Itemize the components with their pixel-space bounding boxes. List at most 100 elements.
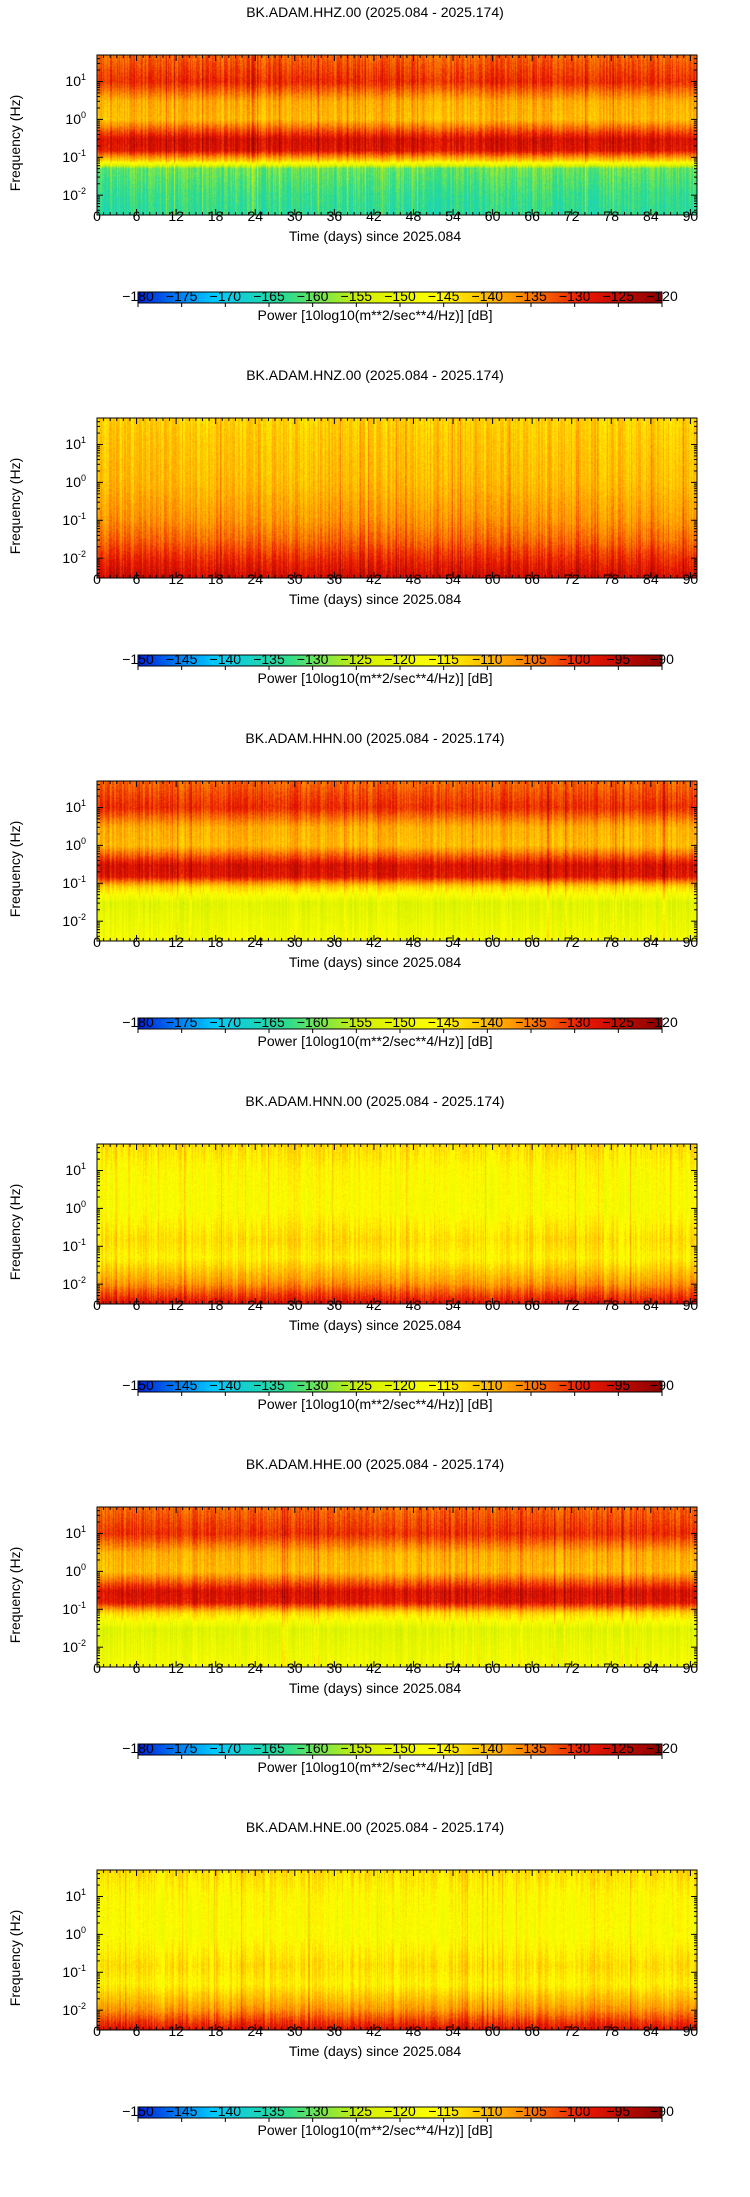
spectrogram-svg <box>96 417 698 670</box>
x-tick-label: 90 <box>682 208 699 224</box>
colorbar-tick-label: −140 <box>209 651 242 667</box>
y-tick-base: 10 <box>62 2002 78 2019</box>
colorbar-tick-label: −145 <box>165 1377 198 1393</box>
y-tick-base: 10 <box>65 73 81 90</box>
x-tick-label: 90 <box>682 571 699 587</box>
x-tick-label: 12 <box>168 1297 184 1313</box>
colorbar-tick-label: −175 <box>165 1014 198 1030</box>
y-tick-exponent: 0 <box>80 1199 86 1210</box>
x-tick-label: 78 <box>603 1297 620 1313</box>
chart-title: BK.ADAM.HHN.00 (2025.084 - 2025.174) <box>245 730 505 746</box>
y-tick-exponent: 1 <box>80 435 86 446</box>
colorbar-tick-label: −145 <box>427 288 460 304</box>
x-tick-label: 72 <box>563 208 580 224</box>
y-tick-base: 10 <box>62 1276 78 1293</box>
y-tick-base: 10 <box>65 436 81 453</box>
plot-frame <box>96 780 698 942</box>
x-tick-label: 78 <box>603 2023 620 2039</box>
colorbar-tick-label: −125 <box>340 651 373 667</box>
spectrogram-svg <box>96 1143 698 1396</box>
x-tick-label: 12 <box>168 208 184 224</box>
y-tick-exponent: -2 <box>77 186 86 197</box>
x-axis-label: Time (days) since 2025.084 <box>288 228 462 244</box>
colorbar-tick-label: −125 <box>340 1377 373 1393</box>
colorbar-label: Power [10log10(m**2/sec**4/Hz)] [dB] <box>257 670 493 686</box>
y-tick-label: 101 <box>20 72 86 90</box>
y-tick-label: 10-2 <box>20 186 86 203</box>
x-axis-label: Time (days) since 2025.084 <box>288 1317 462 1333</box>
y-tick-label: 10-2 <box>20 2002 86 2019</box>
x-tick-label: 24 <box>247 2023 264 2039</box>
x-tick-label: 30 <box>287 1297 303 1313</box>
y-tick-label: 10-2 <box>20 913 86 929</box>
x-tick-label: 60 <box>484 2023 501 2039</box>
colorbar-tick-label: −180 <box>122 1014 154 1030</box>
x-tick-label: 48 <box>405 208 422 224</box>
spectrogram-panel: −150 −145 −140 −135 −130 −125 −120 −115 −110 −105… <box>0 1815 750 2170</box>
x-tick-label: 48 <box>405 934 422 950</box>
y-tick-exponent: 1 <box>80 72 86 83</box>
y-tick-label: 10-2 <box>20 1276 86 1293</box>
x-tick-label: 60 <box>484 1297 501 1313</box>
y-tick-base: 10 <box>62 550 78 567</box>
y-tick-label: 101 <box>20 435 86 453</box>
x-tick-label: 6 <box>132 208 141 224</box>
y-tick-base: 10 <box>62 1238 78 1255</box>
plot-frame <box>96 54 698 216</box>
x-tick-label: 54 <box>445 1660 461 1676</box>
colorbar-tick-label: −135 <box>253 2103 285 2119</box>
x-tick-label: 54 <box>445 934 461 950</box>
y-tick-label: 101 <box>20 799 86 815</box>
x-tick-label: 18 <box>207 1297 224 1313</box>
colorbar-tick-label: −125 <box>602 288 635 304</box>
colorbar-tick-label: −130 <box>558 1740 591 1756</box>
spectrogram-panel: −180 −175 −170 −165 −160 −155 −150 −145 −140 −135… <box>0 1452 750 1807</box>
colorbar-tick-label: −145 <box>165 2103 198 2119</box>
colorbar-tick-label: −100 <box>558 651 591 667</box>
colorbar-tick-label: −140 <box>471 1740 504 1756</box>
colorbar-tick-label: −90 <box>650 2103 674 2119</box>
x-tick-label: 12 <box>168 2023 184 2039</box>
y-tick-base: 10 <box>62 1964 78 1981</box>
colorbar-tick-label: −115 <box>428 651 459 667</box>
x-tick-label: 48 <box>405 1297 422 1313</box>
x-tick-label: 78 <box>603 1660 620 1676</box>
y-tick-label: 100 <box>20 1926 86 1942</box>
y-tick-label: 100 <box>20 474 86 490</box>
y-tick-label: 10-1 <box>20 1964 86 1981</box>
colorbar-tick-label: −115 <box>428 1377 459 1393</box>
y-tick-base: 10 <box>65 837 81 854</box>
x-tick-label: 36 <box>326 571 343 587</box>
x-axis-label: Time (days) since 2025.084 <box>288 2043 462 2059</box>
chart-title: BK.ADAM.HNZ.00 (2025.084 - 2025.174) <box>246 367 504 383</box>
colorbar-tick-label: −175 <box>165 1740 198 1756</box>
spectrogram-raster <box>97 1507 697 1667</box>
x-axis-label: Time (days) since 2025.084 <box>288 1680 462 1696</box>
colorbar-label: Power [10log10(m**2/sec**4/Hz)] [dB] <box>257 1759 493 1775</box>
colorbar-tick-label: −170 <box>209 288 242 304</box>
colorbar-label: Power [10log10(m**2/sec**4/Hz)] [dB] <box>257 2122 493 2138</box>
colorbar-tick-label: −160 <box>296 1014 329 1030</box>
colorbar-tick-label: −110 <box>472 1377 503 1393</box>
spectrogram-panel: −180 −175 −170 −165 −160 −155 −150 −145 −140 −135… <box>0 726 750 1081</box>
colorbar-tick-label: −120 <box>646 1014 678 1030</box>
colorbar-tick-label: −130 <box>296 651 329 667</box>
y-tick-label: 10-2 <box>20 1639 86 1655</box>
y-tick-base: 10 <box>65 1525 81 1542</box>
x-tick-label: 12 <box>168 934 184 950</box>
x-tick-label: 6 <box>132 2023 141 2039</box>
x-tick-label: 18 <box>207 571 224 587</box>
colorbar-label: Power [10log10(m**2/sec**4/Hz)] [dB] <box>257 307 493 323</box>
y-tick-label: 10-1 <box>20 875 86 891</box>
colorbar-tick-label: −130 <box>296 1377 329 1393</box>
x-tick-label: 54 <box>445 1297 461 1313</box>
x-tick-label: 24 <box>247 1297 264 1313</box>
x-tick-label: 90 <box>682 2023 699 2039</box>
spectrogram-raster <box>97 418 697 578</box>
y-tick-label: 100 <box>20 1563 86 1579</box>
x-tick-label: 90 <box>682 1660 699 1676</box>
x-tick-label: 48 <box>405 2023 422 2039</box>
spectrogram-raster <box>97 781 697 941</box>
x-tick-label: 66 <box>524 2023 540 2039</box>
colorbar-tick-label: −155 <box>340 1740 373 1756</box>
